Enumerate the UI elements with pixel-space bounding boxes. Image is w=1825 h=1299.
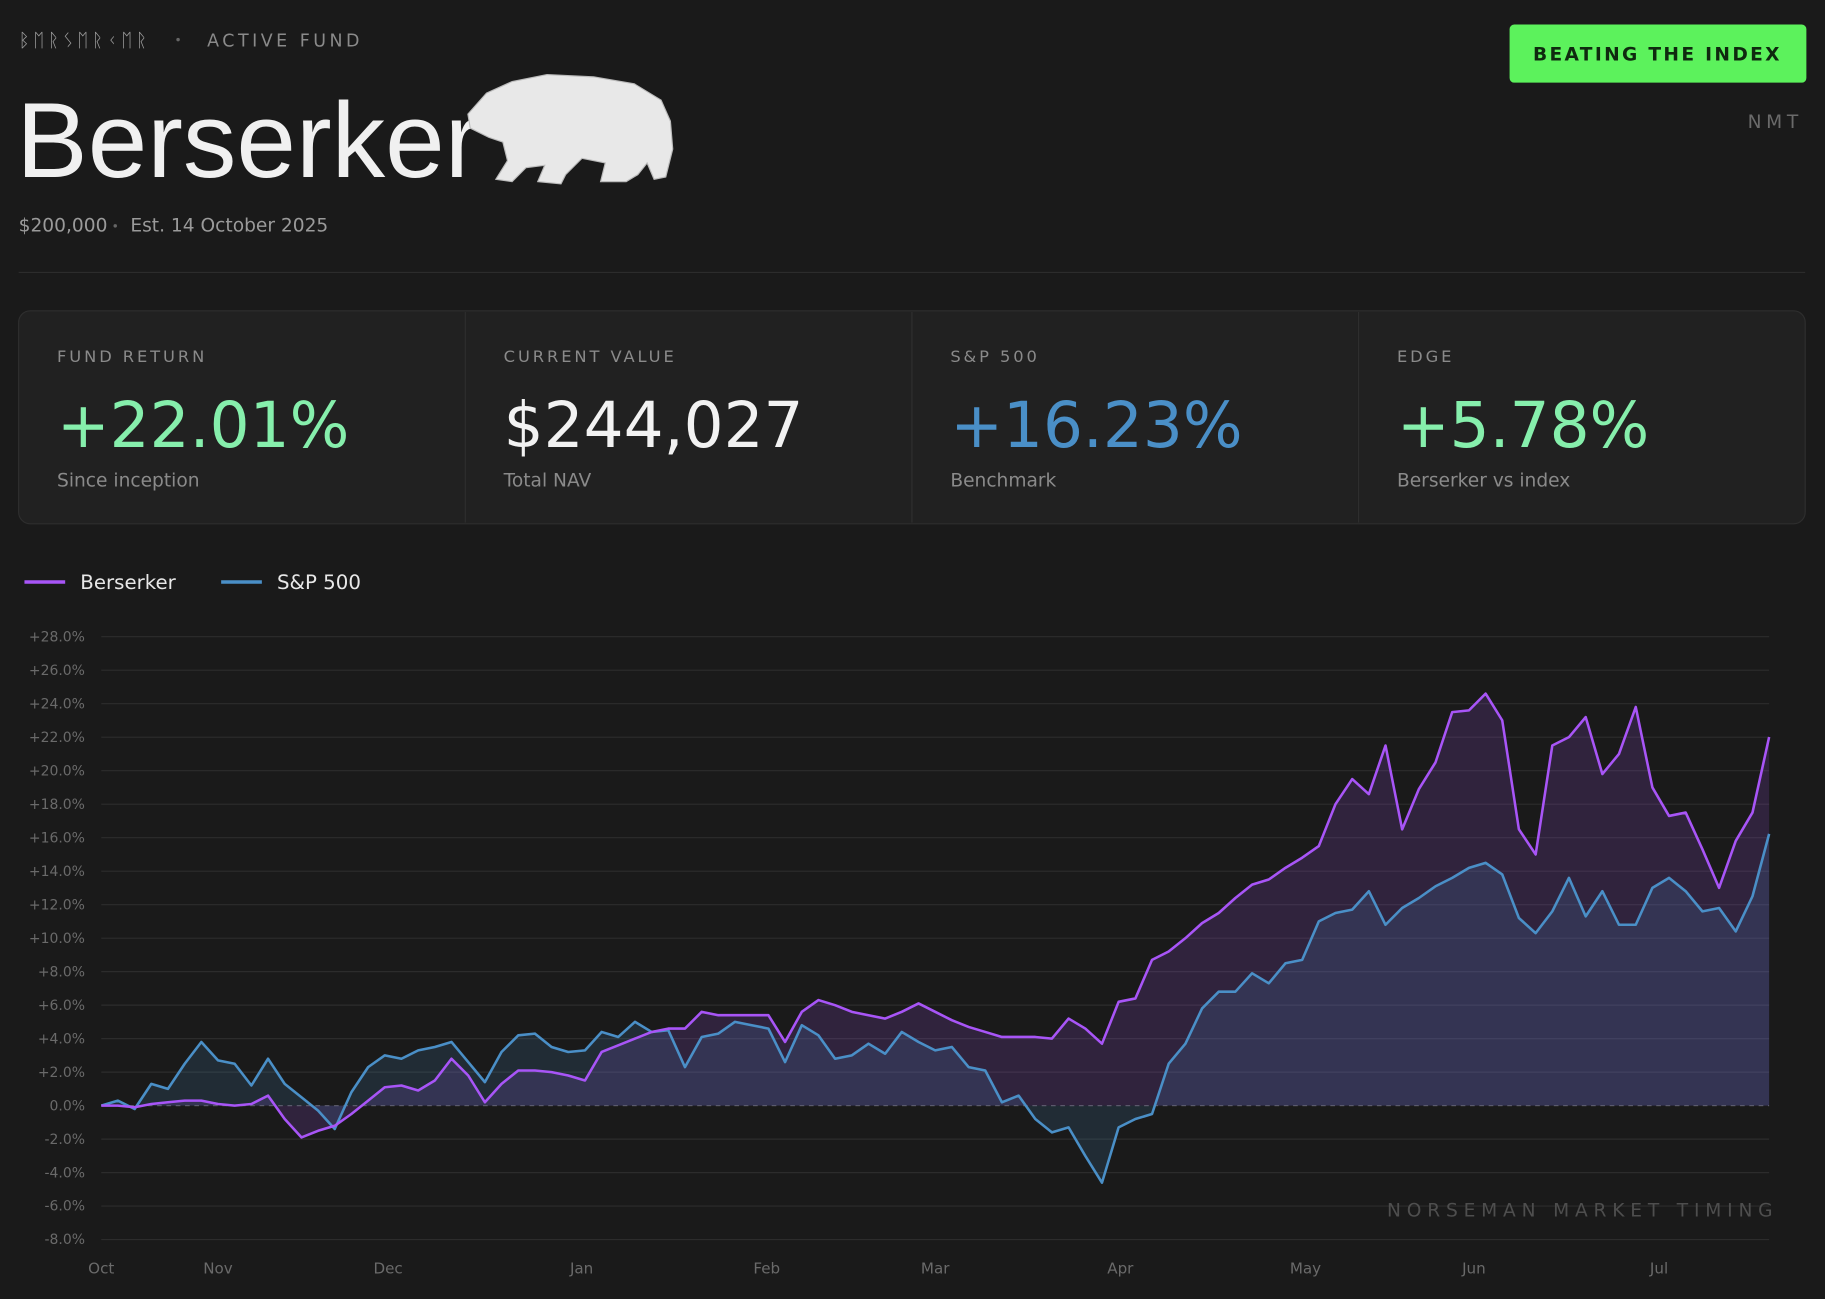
capital: $200,000 — [19, 216, 108, 237]
y-tick-label: +14.0% — [29, 864, 85, 880]
stat-value: +16.23% — [950, 389, 1242, 462]
series-line — [100, 833, 1771, 1184]
y-tick-label: +10.0% — [29, 931, 85, 947]
y-tick-label: +26.0% — [29, 663, 85, 679]
stat-note: Benchmark — [950, 471, 1056, 492]
stats: FUND RETURN +22.01% Since inception CURRENT… — [57, 311, 1649, 523]
stat-label: S&P 500 — [950, 347, 1039, 366]
x-tick-label: Apr — [1107, 1259, 1134, 1277]
y-tick-label: +2.0% — [38, 1065, 85, 1081]
y-tick-label: +6.0% — [38, 998, 85, 1014]
separator-dot — [113, 224, 117, 228]
y-tick-label: -6.0% — [44, 1199, 84, 1215]
y-tick-label: +12.0% — [29, 897, 85, 913]
y-tick-label: +8.0% — [38, 964, 85, 980]
y-tick-label: +4.0% — [38, 1031, 85, 1047]
y-tick-label: +18.0% — [29, 797, 85, 813]
badge-text: BEATING THE INDEX — [1533, 45, 1782, 66]
stat-label: CURRENT VALUE — [504, 347, 677, 366]
y-tick-label: +22.0% — [29, 730, 85, 746]
series-line — [101, 692, 1771, 1139]
established: Est. 14 October 2025 — [130, 216, 328, 237]
y-tick-label: +20.0% — [29, 763, 85, 779]
y-tick-label: +28.0% — [29, 629, 85, 645]
stat-note: Berserker vs index — [1397, 471, 1570, 492]
y-tick-label: +24.0% — [29, 696, 85, 712]
x-tick-label: Mar — [921, 1259, 950, 1277]
stat-label: EDGE — [1397, 347, 1454, 366]
legend-label: Berserker — [80, 571, 176, 594]
stat-label: FUND RETURN — [57, 347, 207, 366]
stat-value: +5.78% — [1397, 389, 1649, 462]
legend-label: S&P 500 — [277, 571, 361, 594]
ticker: NMT — [1748, 112, 1803, 133]
x-tick-label: Nov — [203, 1259, 233, 1277]
badge — [1509, 24, 1807, 83]
y-tick-label: +16.0% — [29, 830, 85, 846]
x-tick-label: Oct — [88, 1259, 114, 1277]
x-tick-label: Dec — [373, 1259, 402, 1277]
stat-value: +22.01% — [57, 389, 349, 462]
y-tick-label: -8.0% — [44, 1232, 84, 1248]
fund-title: Berserker — [16, 80, 480, 200]
area-fill — [101, 833, 1770, 1183]
x-tick-label: Feb — [753, 1259, 780, 1277]
y-tick-label: 0.0% — [50, 1098, 85, 1114]
stat-value: $244,027 — [504, 389, 804, 462]
stat-note: Since inception — [57, 471, 199, 492]
x-tick-label: Jul — [1649, 1259, 1668, 1277]
chart: -8.0% -6.0% -4.0% -2.0% 0.0% +2.0% +4.0% +6.0% +… — [24, 571, 1778, 1277]
separator-dot — [176, 37, 180, 42]
y-tick-label: -4.0% — [44, 1165, 84, 1181]
fund-tag: ACTIVE FUND — [207, 32, 363, 52]
area-fill — [101, 693, 1770, 1138]
runes: ᛒᛖᚱᛊᛖᚱᚲᛖᚱ — [19, 31, 151, 52]
bear-icon — [467, 73, 674, 185]
stat-note: Total NAV — [503, 471, 592, 492]
watermark: NORSEMAN MARKET TIMING — [1387, 1200, 1778, 1221]
y-tick-label: -2.0% — [44, 1132, 84, 1148]
x-tick-label: Jan — [569, 1259, 593, 1277]
x-tick-label: Jun — [1461, 1259, 1486, 1277]
x-tick-label: May — [1290, 1259, 1321, 1277]
